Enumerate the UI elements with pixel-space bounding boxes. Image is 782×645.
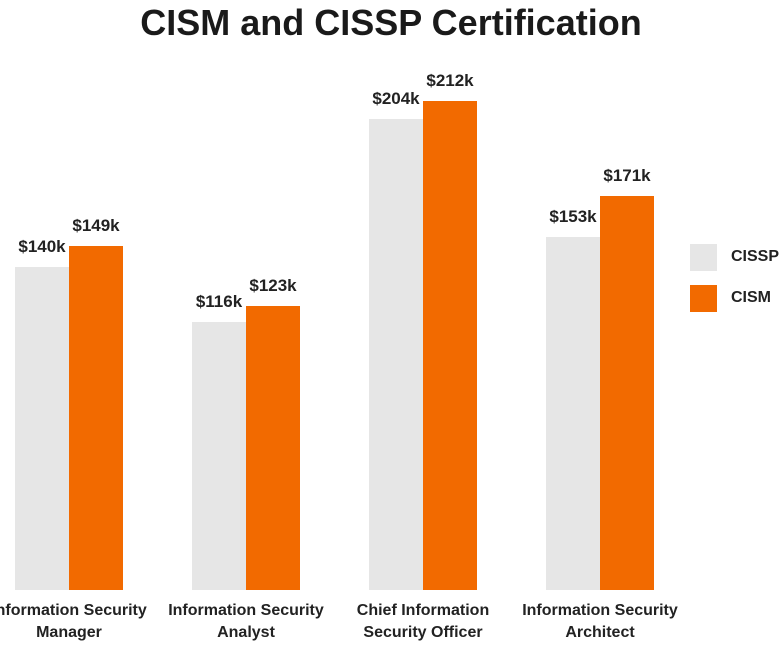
value-label: $171k bbox=[603, 165, 651, 185]
bar bbox=[369, 119, 423, 590]
x-tick-label: Information Security Manager bbox=[0, 602, 147, 641]
legend-swatch bbox=[690, 285, 717, 312]
x-tick-label: Information Security Architect bbox=[522, 602, 678, 641]
value-label: $149k bbox=[72, 216, 120, 236]
value-label: $140k bbox=[18, 237, 66, 257]
legend-swatch bbox=[690, 244, 717, 271]
value-label: $123k bbox=[249, 276, 297, 296]
value-label: $204k bbox=[372, 89, 420, 109]
x-tick-label: Chief Information Security Officer bbox=[356, 602, 490, 641]
bar bbox=[69, 246, 123, 590]
bar bbox=[246, 306, 300, 590]
bar bbox=[546, 237, 600, 590]
value-label: $153k bbox=[549, 207, 597, 227]
bar bbox=[600, 195, 654, 590]
legend-label: CISM bbox=[731, 289, 771, 306]
bar bbox=[192, 322, 246, 590]
bar bbox=[15, 267, 69, 590]
bar bbox=[423, 101, 477, 590]
legend-label: CISSP bbox=[731, 248, 780, 265]
x-tick-label: Information Security Analyst bbox=[168, 602, 324, 641]
value-label: $116k bbox=[195, 292, 243, 312]
value-label: $212k bbox=[426, 71, 474, 90]
chart-title: CISM and CISSP Certification bbox=[140, 2, 642, 43]
